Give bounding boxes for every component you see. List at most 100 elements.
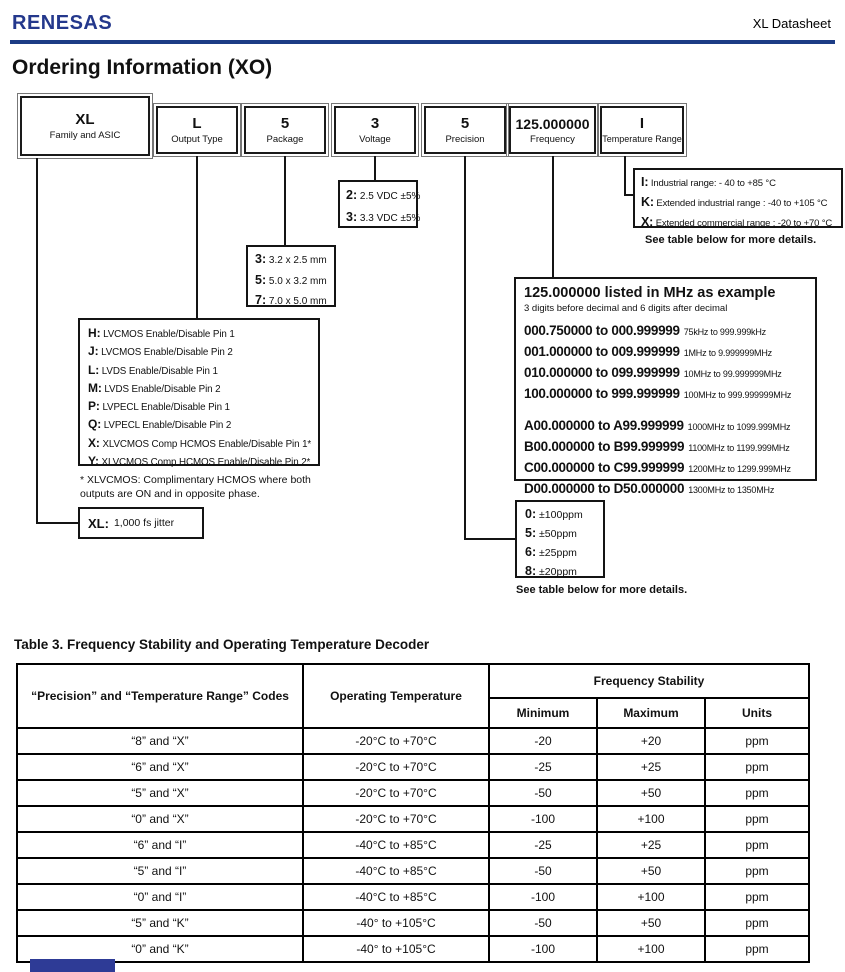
pn-box-voltage: 3 Voltage <box>331 103 419 157</box>
code-desc: Extended industrial range : -40 to +105 … <box>656 198 828 209</box>
cell-maximum: +50 <box>596 857 706 885</box>
cell-units: ppm <box>703 909 811 937</box>
cell-codes: “5” and “I” <box>16 857 304 885</box>
freq-range: 001.000000 to 009.999999 <box>524 344 680 359</box>
cell-units: ppm <box>703 805 811 833</box>
table-row: “5” and “K” -40° to +105°C -50 +50 ppm <box>16 909 811 937</box>
code: Q: <box>88 417 102 432</box>
cell-temperature: -40° to +105°C <box>302 935 490 963</box>
footnote-line: * XLVCMOS: Complimentary HCMOS where bot… <box>80 474 311 486</box>
table-row: “0” and “X” -20°C to +70°C -100 +100 ppm <box>16 805 811 833</box>
cell-temperature: -40° to +105°C <box>302 909 490 937</box>
code-desc: LVCMOS Enable/Disable Pin 2 <box>101 347 233 359</box>
table-row: “6” and “X” -20°C to +70°C -25 +25 ppm <box>16 753 811 781</box>
connector-line <box>36 158 38 524</box>
code: I: <box>641 175 649 189</box>
table-row: “5” and “I” -40°C to +85°C -50 +50 ppm <box>16 857 811 885</box>
connector-line <box>284 156 286 246</box>
connector-line <box>374 156 376 182</box>
cell-temperature: -40°C to +85°C <box>302 883 490 911</box>
cell-maximum: +25 <box>596 753 706 781</box>
footnote-line: outputs are ON and in opposite phase. <box>80 488 260 500</box>
col-header-maximum: Maximum <box>596 697 706 729</box>
freq-range-desc: 1200MHz to 1299.999MHz <box>688 464 791 474</box>
cell-units: ppm <box>703 935 811 963</box>
code: X: <box>88 435 100 450</box>
freq-range-desc: 1100MHz to 1199.999MHz <box>688 443 790 453</box>
pn-value: XL <box>75 110 95 128</box>
cell-codes: “6” and “I” <box>16 831 304 859</box>
pn-box-frequency: 125.000000 Frequency <box>506 103 599 157</box>
pn-label: Temperature Range <box>602 133 682 144</box>
page-title: Ordering Information (XO) <box>12 56 273 79</box>
freq-range: C00.000000 to C99.999999 <box>524 460 685 475</box>
code-desc: ±20ppm <box>539 566 577 578</box>
code: M: <box>88 380 102 395</box>
table-row: “5” and “X” -20°C to +70°C -50 +50 ppm <box>16 779 811 807</box>
connector-line <box>36 522 78 524</box>
col-header-minimum: Minimum <box>488 697 598 729</box>
col-header-operating-temperature: Operating Temperature <box>302 663 490 729</box>
table3: “Precision” and “Temperature Range” Code… <box>16 663 811 963</box>
pn-label: Frequency <box>530 133 575 145</box>
cell-minimum: -25 <box>488 831 598 859</box>
cell-minimum: -50 <box>488 857 598 885</box>
freq-range-desc: 10MHz to 99.999999MHz <box>683 369 782 379</box>
cell-codes: “0” and “I” <box>16 883 304 911</box>
cell-codes: “5” and “X” <box>16 779 304 807</box>
code-desc: Extended commercial range : -20 to +70 °… <box>655 218 833 229</box>
freq-range-desc: 75kHz to 999.999kHz <box>683 327 766 337</box>
code-desc: LVPECL Enable/Disable Pin 1 <box>102 402 230 414</box>
table-row: “0” and “I” -40°C to +85°C -100 +100 ppm <box>16 883 811 911</box>
cell-maximum: +50 <box>596 909 706 937</box>
col-header-units: Units <box>703 697 811 729</box>
code: 6: <box>525 545 537 559</box>
code-desc: 5.0 x 3.2 mm <box>268 275 327 287</box>
code-desc: LVDS Enable/Disable Pin 2 <box>104 383 221 395</box>
connector-line <box>196 156 198 320</box>
cell-maximum: +20 <box>596 727 706 755</box>
connector-line <box>624 156 626 196</box>
cell-units: ppm <box>703 753 811 781</box>
pn-box-precision: 5 Precision <box>421 103 509 157</box>
cell-units: ppm <box>703 727 811 755</box>
see-table-note-precision: See table below for more details. <box>516 584 688 596</box>
cell-codes: “5” and “K” <box>16 909 304 937</box>
code: L: <box>88 362 100 377</box>
cell-units: ppm <box>703 779 811 807</box>
connector-line <box>624 194 634 196</box>
freq-range: 010.000000 to 099.999999 <box>524 365 680 380</box>
cell-units: ppm <box>703 831 811 859</box>
table3-caption: Table 3. Frequency Stability and Operati… <box>14 637 430 652</box>
code: 7: <box>255 293 267 307</box>
code: P: <box>88 399 100 414</box>
code-desc: XLVCMOS Comp HCMOS Enable/Disable Pin 2* <box>101 457 311 469</box>
cell-maximum: +100 <box>596 883 706 911</box>
code-desc: LVPECL Enable/Disable Pin 2 <box>103 420 232 432</box>
code-desc: 7.0 x 5.0 mm <box>268 296 327 307</box>
doc-title: XL Datasheet <box>752 16 831 31</box>
code-desc: Industrial range: - 40 to +85 °C <box>650 178 776 189</box>
freq-range-desc: 1000MHz to 1099.999MHz <box>687 422 791 432</box>
code: K: <box>641 195 654 209</box>
code-desc: ±50ppm <box>539 528 577 540</box>
pn-value: I <box>639 114 645 132</box>
code: 0: <box>525 507 537 521</box>
jitter-callout: XL: 1,000 fs jitter <box>78 507 204 539</box>
see-table-note-temperature: See table below for more details. <box>645 234 817 246</box>
code-desc: ±100ppm <box>539 509 583 521</box>
frequency-range-group: A00.000000 to A99.999999 1000MHz to 1099.… <box>524 416 807 500</box>
cell-temperature: -20°C to +70°C <box>302 753 490 781</box>
footer-logo-bar <box>30 959 115 972</box>
code-desc: 2.5 VDC ±5% <box>359 191 421 202</box>
freq-range: 000.750000 to 000.999999 <box>524 323 680 338</box>
code: 3: <box>346 210 358 224</box>
code-desc: 1,000 fs jitter <box>113 517 175 529</box>
connector-line <box>464 538 515 540</box>
pn-box-family: XL Family and ASIC <box>17 93 153 159</box>
pn-box-temperature-range: I Temperature Range <box>597 103 687 157</box>
code: Y: <box>88 454 99 469</box>
cell-maximum: +100 <box>596 935 706 963</box>
connector-line <box>464 156 466 540</box>
